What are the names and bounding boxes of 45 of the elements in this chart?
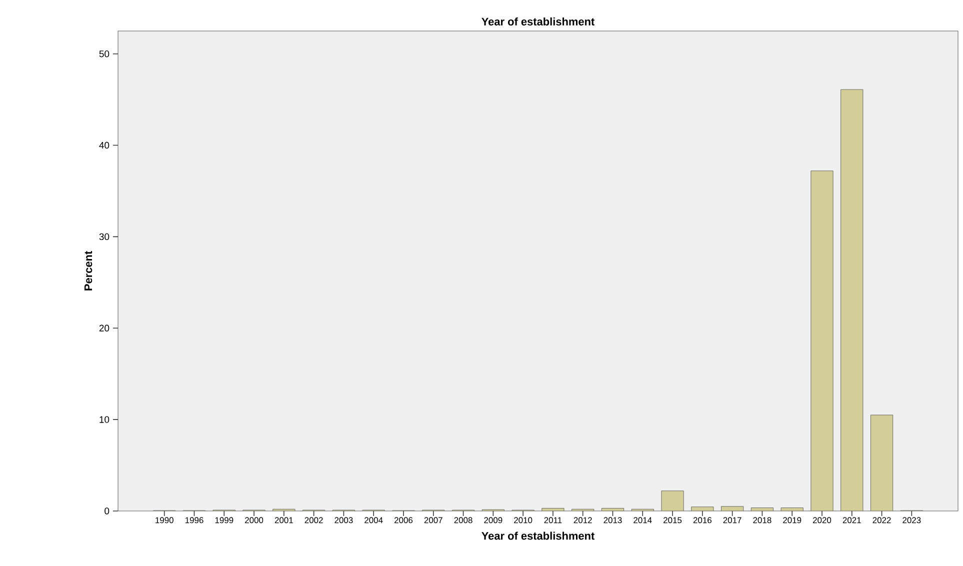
x-tick-label: 2004 [364,517,383,524]
bar [810,170,834,511]
bar [780,508,804,511]
x-tick-label: 2009 [484,517,502,524]
x-tick-label: 2008 [454,517,472,524]
bar [661,490,684,511]
bar [870,414,894,511]
y-tick-label: 50 [99,50,110,58]
bar [750,508,774,511]
x-tick-label: 2010 [514,517,532,524]
x-tick-label: 1990 [156,517,174,524]
bar [721,506,744,511]
bar [840,89,864,511]
x-tick-label: 2020 [813,517,832,524]
x-tick-label: 2023 [902,517,921,524]
x-tick-label: 2001 [274,517,293,524]
x-tick-label: 2022 [872,517,891,524]
x-tick-label: 1999 [215,517,234,524]
x-axis-title: Year of establishment [482,532,595,540]
y-tick-label: 0 [104,508,110,514]
x-tick-label: 2014 [634,517,652,524]
x-tick-label: 1996 [185,517,204,524]
y-tick-label: 40 [99,142,110,149]
x-tick-label: 2013 [604,517,622,524]
x-tick-label: 2021 [842,517,861,524]
x-tick-label: 2015 [664,517,682,524]
y-tick-label: 10 [100,416,110,423]
x-tick-label: 2006 [394,517,413,524]
y-axis-title: Percent [84,251,92,290]
bar [542,508,564,511]
chart-title: Year of establishment [482,17,595,26]
x-tick-label: 2003 [334,517,353,524]
x-tick-label: 2007 [424,517,442,524]
x-tick-label: 2016 [693,517,712,524]
x-tick-label: 2002 [304,517,323,524]
bar [601,508,624,511]
y-tick-label: 20 [99,324,110,332]
x-tick-label: 2017 [723,517,742,524]
x-tick-label: 2018 [753,517,772,524]
x-tick-label: 2000 [245,517,264,524]
y-tick-label: 30 [99,233,110,240]
x-tick-label: 2011 [544,517,562,524]
x-tick-label: 2019 [783,517,802,524]
bar [691,506,714,511]
x-tick-label: 2012 [574,517,592,524]
